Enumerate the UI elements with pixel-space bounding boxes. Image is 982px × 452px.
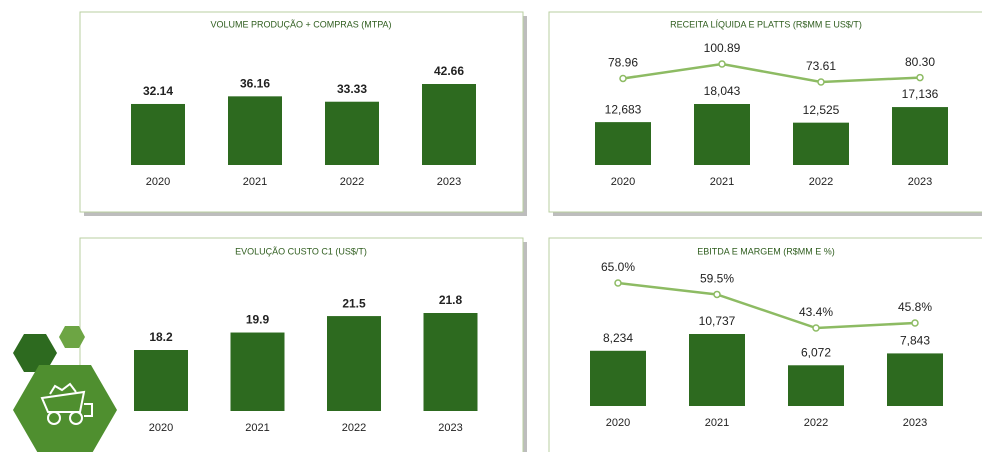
line [617,281,916,330]
value-label: 12,525 [803,103,840,117]
chart-title: EBITDA E MARGEM (R$MM E %) [697,246,835,256]
panels [79,11,982,452]
truck-icon [40,382,93,425]
value-label: 33.33 [337,82,367,96]
value-label: 18.2 [149,330,173,344]
line-point [812,324,820,332]
value-label: 6,072 [801,345,831,359]
value-label: 7,843 [900,334,930,348]
bar [793,122,849,165]
x-tick-label: 2021 [243,176,267,188]
line-point [619,74,627,83]
value-label: 42.66 [434,64,464,78]
bar [422,84,476,165]
x-tick-label: 2022 [340,176,364,188]
line-point [614,279,622,287]
x-tick-label: 2020 [149,422,173,434]
x-tick-label: 2022 [804,417,828,429]
bar [423,313,478,411]
line-point [817,78,825,86]
x-tick-label: 2023 [908,176,932,188]
value-label: 36.16 [240,77,270,91]
value-label: 21.5 [342,296,366,310]
x-tick-label: 2021 [245,422,269,434]
panel [548,237,982,452]
value-label: 43.4% [799,305,833,319]
value-label: 8,234 [603,331,633,345]
bar [788,365,844,406]
value-label: 65.0% [601,260,635,274]
x-tick-label: 2021 [705,417,729,429]
hexagon [59,326,85,348]
chart-title: RECEITA LÍQUIDA E PLATTS (R$MM E US$/T) [670,19,862,29]
bar [325,101,379,165]
value-label: 18,043 [704,84,741,98]
line-point [916,73,924,82]
line [622,62,921,84]
bar [689,334,745,406]
x-tick-label: 2020 [146,176,170,188]
line-point [911,319,919,327]
bar [595,122,651,165]
bar [892,107,948,165]
value-label: 32.14 [143,84,173,98]
value-label: 78.96 [608,56,638,70]
value-label: 21.8 [439,293,463,307]
x-tick-label: 2021 [710,176,734,188]
bar [694,104,750,165]
value-label: 10,737 [699,314,736,328]
value-label: 45.8% [898,300,932,314]
x-tick-label: 2023 [437,176,461,188]
value-label: 12,683 [605,102,642,116]
bar [131,103,185,165]
bar [327,316,381,411]
hexagon [13,334,57,372]
value-label: 19.9 [246,313,270,327]
bar [590,350,646,406]
value-label: 17,136 [902,87,939,101]
x-tick-label: 2023 [903,417,927,429]
x-tick-label: 2022 [809,176,833,188]
bar [228,96,282,165]
value-label: 59.5% [700,272,734,286]
line-point [718,60,726,68]
value-label: 80.30 [905,55,935,69]
bar [230,332,285,411]
x-tick-label: 2020 [611,176,635,188]
bar [134,350,188,411]
hexagon [13,365,117,452]
x-tick-label: 2020 [606,417,630,429]
chart-title: EVOLUÇÃO CUSTO C1 (US$/T) [235,246,367,256]
x-tick-label: 2023 [438,422,462,434]
x-tick-label: 2022 [342,422,366,434]
value-label: 73.61 [806,59,836,73]
value-label: 100.89 [704,41,741,55]
bar [887,353,943,406]
decoration [13,326,117,452]
chart-title: VOLUME PRODUÇÃO + COMPRAS (MTPA) [210,19,391,29]
line-point [713,290,721,299]
